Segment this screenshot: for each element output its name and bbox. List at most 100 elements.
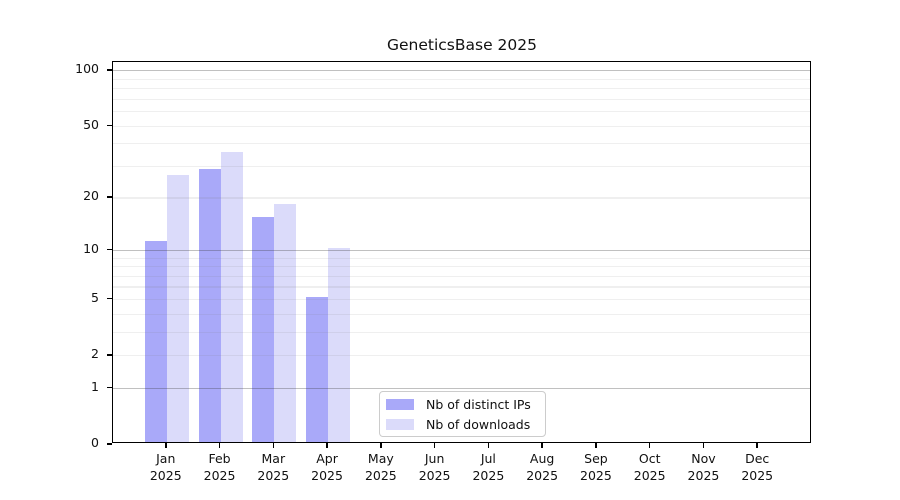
bar-downloads-jan <box>166 175 189 442</box>
year-label: 2025 <box>741 468 774 483</box>
month-label: Feb <box>208 451 231 466</box>
y-tick-mark-20 <box>107 196 112 198</box>
plot-area <box>112 61 811 443</box>
bar-downloads-feb <box>220 151 243 442</box>
x-tick-label-jul: Jul 2025 <box>456 450 520 484</box>
gridline-y-7 <box>113 275 810 277</box>
y-tick-mark-2 <box>107 354 112 356</box>
gridline-y-5 <box>113 298 810 301</box>
x-tick-mark-sep <box>595 443 597 448</box>
year-label: 2025 <box>418 468 451 483</box>
x-tick-mark-nov <box>702 443 705 448</box>
legend-row-distinct-ips: Nb of distinct IPs <box>386 396 545 413</box>
gridline-y-90 <box>113 78 810 80</box>
legend-label-downloads: Nb of downloads <box>426 416 531 432</box>
x-tick-mark-feb <box>218 443 221 448</box>
x-tick-mark-oct <box>648 443 651 448</box>
gridline-y-6 <box>113 286 810 288</box>
x-tick-label-jan: Jan 2025 <box>134 450 198 484</box>
year-label: 2025 <box>526 468 559 483</box>
chart-title: GeneticsBase 2025 <box>386 36 537 54</box>
year-label: 2025 <box>580 468 612 483</box>
x-tick-mark-apr <box>326 443 328 448</box>
y-tick-label-2: 2 <box>91 346 99 362</box>
y-tick-label-5: 5 <box>91 289 99 305</box>
legend-row-downloads: Nb of downloads <box>386 416 545 433</box>
x-tick-mark-jan <box>164 443 167 448</box>
year-label: 2025 <box>311 468 343 483</box>
month-label: Oct <box>638 451 661 466</box>
year-label: 2025 <box>633 468 666 483</box>
x-tick-label-may: May 2025 <box>349 450 413 484</box>
gridline-y-100 <box>113 70 810 72</box>
bar-ips-jan <box>144 240 167 442</box>
gridline-y-2 <box>113 355 810 357</box>
month-label: Jun <box>424 451 445 466</box>
x-tick-mark-aug <box>541 443 543 448</box>
x-tick-mark-jun <box>433 443 436 448</box>
x-tick-mark-jul <box>487 443 490 448</box>
gridline-y-4 <box>113 313 810 315</box>
x-tick-label-feb: Feb 2025 <box>188 450 252 484</box>
x-tick-label-mar: Mar 2025 <box>241 450 305 484</box>
gridline-y-10 <box>113 249 810 251</box>
gridline-y-8 <box>113 266 810 268</box>
bar-downloads-mar <box>274 203 297 442</box>
x-tick-label-nov: Nov 2025 <box>671 450 735 484</box>
legend-swatch-downloads <box>386 418 414 430</box>
gridline-y-30 <box>113 165 810 168</box>
year-label: 2025 <box>687 468 720 483</box>
x-tick-mark-dec <box>756 443 759 448</box>
year-label: 2025 <box>472 468 505 483</box>
legend: Nb of distinct IPs Nb of downloads <box>379 391 546 437</box>
y-tick-mark-5 <box>107 297 112 300</box>
x-tick-mark-mar <box>272 443 275 448</box>
gridline-y-40 <box>113 143 810 145</box>
y-tick-label-10: 10 <box>83 240 99 256</box>
legend-swatch-distinct-ips <box>386 398 414 410</box>
gridline-y-1 <box>113 387 810 390</box>
x-tick-label-jun: Jun 2025 <box>403 450 467 484</box>
y-tick-mark-1 <box>107 386 112 389</box>
month-label: Jul <box>480 451 496 466</box>
month-label: Mar <box>261 451 286 466</box>
bar-ips-apr <box>306 296 329 442</box>
month-label: May <box>367 451 394 466</box>
bar-ips-feb <box>198 169 221 442</box>
y-tick-mark-10 <box>107 248 112 251</box>
gridline-y-3 <box>113 331 810 333</box>
month-label: Nov <box>691 451 716 466</box>
gridline-y-80 <box>113 88 810 90</box>
y-tick-label-50: 50 <box>83 116 99 132</box>
year-label: 2025 <box>257 468 290 483</box>
y-tick-label-100: 100 <box>75 61 99 77</box>
gridline-y-9 <box>113 257 810 259</box>
month-label: Jan <box>156 451 176 466</box>
y-tick-mark-0 <box>107 443 112 445</box>
y-tick-label-1: 1 <box>91 378 99 394</box>
gridline-y-70 <box>113 98 810 100</box>
x-tick-label-dec: Dec 2025 <box>725 450 789 484</box>
year-label: 2025 <box>203 468 236 483</box>
month-label: Aug <box>529 451 555 466</box>
gridline-y-50 <box>113 125 810 127</box>
x-tick-label-oct: Oct 2025 <box>618 450 682 484</box>
gridline-y-60 <box>113 111 810 113</box>
year-label: 2025 <box>364 468 397 483</box>
x-tick-label-sep: Sep 2025 <box>564 450 628 484</box>
month-label: Dec <box>745 451 770 466</box>
gridline-y-20 <box>113 197 810 199</box>
y-tick-label-20: 20 <box>83 188 99 204</box>
month-label: Apr <box>316 451 338 466</box>
legend-label-distinct-ips: Nb of distinct IPs <box>426 396 531 412</box>
y-tick-mark-50 <box>107 124 112 127</box>
month-label: Sep <box>584 451 608 466</box>
bar-downloads-apr <box>328 247 351 442</box>
x-tick-mark-may <box>380 443 382 448</box>
x-tick-label-aug: Aug 2025 <box>510 450 574 484</box>
year-label: 2025 <box>149 468 182 483</box>
bar-ips-mar <box>252 217 275 442</box>
y-tick-mark-100 <box>107 69 112 71</box>
x-tick-label-apr: Apr 2025 <box>295 450 359 484</box>
